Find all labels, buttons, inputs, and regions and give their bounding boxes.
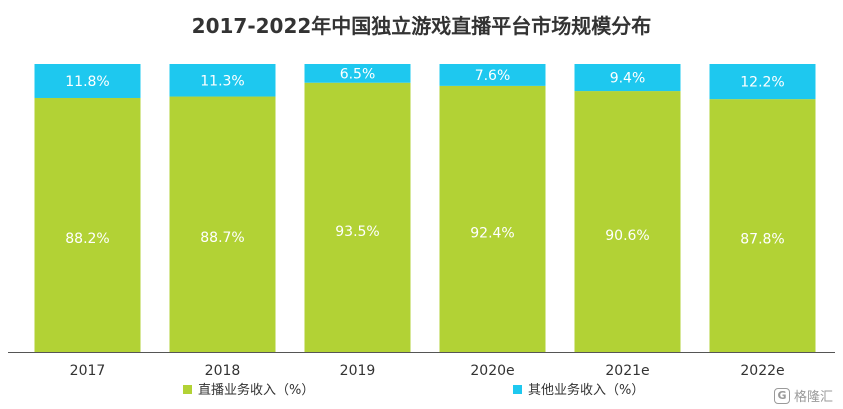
legend-swatch-other xyxy=(513,385,522,394)
legend-swatch-live xyxy=(183,385,192,394)
data-label-other-2022e: 12.2% xyxy=(740,75,784,91)
data-label-other-2018: 11.3% xyxy=(200,73,244,89)
x-tick-label-2019: 2019 xyxy=(340,363,376,379)
watermark-text: 格隆汇 xyxy=(793,390,833,405)
watermark: G 格隆汇 xyxy=(773,386,833,405)
bar-other-2020e xyxy=(439,64,546,86)
data-label-live-2019: 93.5% xyxy=(335,224,379,240)
data-label-live-2018: 88.7% xyxy=(200,230,244,246)
data-label-other-2020e: 7.6% xyxy=(475,68,511,84)
data-label-other-2021e: 9.4% xyxy=(610,71,646,87)
x-tick-label-2017: 2017 xyxy=(70,363,106,379)
x-tick-label-2022e: 2022e xyxy=(740,363,784,379)
bar-live-2020e xyxy=(439,85,546,352)
data-label-live-2017: 88.2% xyxy=(65,231,109,247)
x-tick-label-2020e: 2020e xyxy=(470,363,514,379)
bar-other-2021e xyxy=(574,64,681,92)
legend-label-other: 其他业务收入（%） xyxy=(528,382,644,398)
bar-live-2021e xyxy=(574,91,681,353)
data-label-live-2022e: 87.8% xyxy=(740,231,784,247)
bar-other-2019 xyxy=(304,64,411,83)
data-label-live-2021e: 90.6% xyxy=(605,228,649,244)
data-label-live-2020e: 92.4% xyxy=(470,226,514,242)
x-tick-label-2021e: 2021e xyxy=(605,363,649,379)
bar-live-2019 xyxy=(304,82,411,352)
chart-title: 2017-2022年中国独立游戏直播平台市场规模分布 xyxy=(191,14,652,38)
legend-label-live: 直播业务收入（%） xyxy=(198,382,314,398)
bar-other-2018 xyxy=(169,64,276,97)
data-label-other-2017: 11.8% xyxy=(65,74,109,90)
data-label-other-2019: 6.5% xyxy=(340,66,376,82)
x-tick-label-2018: 2018 xyxy=(205,363,241,379)
watermark-logo-icon: G xyxy=(773,387,790,404)
bar-live-2018 xyxy=(169,96,276,352)
bar-other-2022e xyxy=(709,64,816,100)
bar-live-2017 xyxy=(34,97,141,352)
bar-live-2022e xyxy=(709,99,816,352)
bar-other-2017 xyxy=(34,64,141,98)
